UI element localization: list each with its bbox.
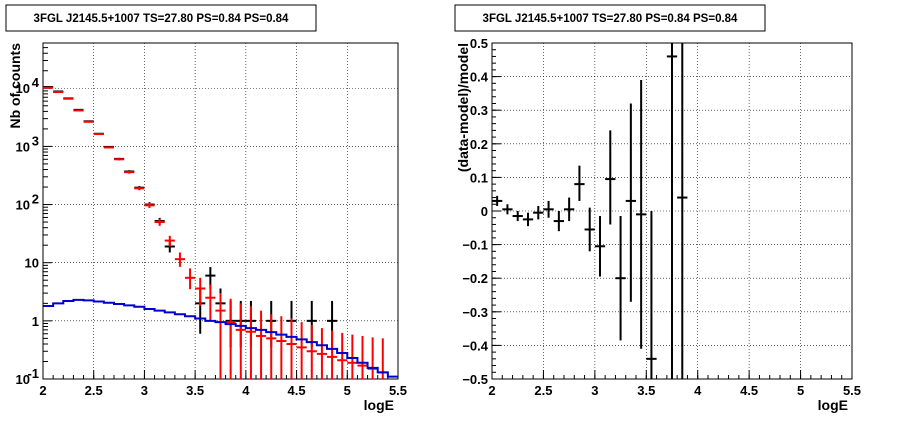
data-point: [502, 204, 513, 215]
x-tick-label: 3: [591, 383, 598, 398]
y-axis-label: (data-model)/model: [455, 43, 471, 172]
y-tick-label: 0.4: [470, 70, 489, 85]
chart-title-box: [454, 4, 766, 32]
data-point: [114, 158, 125, 161]
data-point: [134, 186, 145, 191]
data-point: [43, 86, 54, 89]
data-point: [256, 310, 267, 379]
data-point: [154, 218, 165, 226]
data-point: [174, 252, 185, 267]
data-point: [574, 165, 585, 201]
x-tick-label: 3.5: [637, 383, 655, 398]
data-point: [164, 235, 175, 247]
y-tick-label: 0.1: [470, 170, 488, 185]
data-point: [296, 322, 307, 379]
data-point: [144, 202, 155, 209]
x-tick-label: 2.5: [534, 383, 552, 398]
x-tick-label: 4: [242, 383, 250, 398]
y-tick-label: −0.1: [462, 238, 488, 253]
data-point: [543, 200, 554, 218]
data-point: [636, 79, 647, 349]
y-tick-label: 0: [481, 204, 488, 219]
data-point: [533, 205, 544, 220]
data-point: [522, 212, 534, 227]
data-point: [666, 43, 678, 379]
data-point: [625, 103, 636, 302]
data-point: [492, 195, 503, 206]
data-point: [93, 133, 104, 136]
data-point: [646, 211, 657, 379]
x-tick-label: 4: [694, 383, 702, 398]
y-axis-label: Nb of counts: [7, 43, 23, 129]
y-tick-label: −0.4: [462, 338, 488, 353]
data-point: [276, 316, 287, 379]
data-point: [594, 216, 606, 277]
data-point: [337, 332, 348, 379]
x-tick-label: 2.5: [85, 383, 103, 398]
x-tick-label: 4.5: [740, 383, 758, 398]
data-point: [605, 130, 616, 225]
x-tick-label: 2: [39, 383, 46, 398]
data-point: [83, 120, 94, 123]
y-tick-label: 0.3: [470, 103, 488, 118]
data-point: [306, 324, 317, 379]
data-point: [286, 318, 297, 379]
data-point: [327, 330, 338, 379]
data-point: [185, 268, 196, 290]
y-tick-label: 10: [16, 198, 30, 213]
y-tick-label: −0.3: [462, 305, 488, 320]
y-tick-label: 10: [16, 372, 30, 387]
x-tick-label: 2: [488, 383, 495, 398]
data-point: [103, 146, 114, 149]
y-tick-exponent: 4: [32, 75, 40, 90]
data-point: [357, 335, 368, 379]
data-point: [63, 97, 74, 100]
y-tick-label: 0.5: [470, 36, 488, 51]
y-tick-label: 10: [25, 256, 39, 271]
x-axis-label: logE: [818, 397, 848, 413]
data-point: [235, 303, 246, 379]
y-tick-label: −0.2: [462, 271, 488, 286]
data-point: [225, 298, 236, 379]
y-tick-exponent: 2: [32, 192, 39, 207]
data-point: [53, 91, 64, 94]
data-point: [124, 170, 135, 174]
data-point: [347, 334, 358, 379]
data-point: [584, 207, 595, 252]
chart-panel-1: 3FGL J2145.5+1007 TS=27.80 PS=0.84 PS=0.…: [5, 4, 407, 413]
data-point: [205, 284, 216, 321]
x-tick-label: 5: [344, 383, 351, 398]
y-tick-exponent: -1: [27, 366, 39, 381]
data-point: [512, 211, 523, 222]
y-tick-exponent: 3: [32, 133, 39, 148]
data-point: [73, 109, 84, 112]
data-point: [245, 306, 256, 379]
data-point: [215, 293, 226, 379]
x-tick-label: 5.5: [843, 383, 861, 398]
chart-title: 3FGL J2145.5+1007 TS=27.80 PS=0.84 PS=0.…: [483, 13, 739, 25]
model-step-line: [43, 298, 398, 378]
x-tick-label: 3.5: [186, 383, 204, 398]
data-point: [564, 197, 575, 222]
data-point: [615, 216, 626, 341]
data-point: [677, 43, 688, 379]
y-tick-label: 0.2: [470, 137, 488, 152]
data-point: [195, 277, 206, 307]
y-tick-label: 1: [32, 314, 39, 329]
data-point: [316, 328, 327, 379]
x-axis-label: logE: [364, 397, 394, 413]
y-tick-label: 10: [16, 139, 30, 154]
chart-panel-2: 3FGL J2145.5+1007 TS=27.80 PS=0.84 PS=0.…: [454, 4, 861, 413]
x-tick-label: 4.5: [288, 383, 306, 398]
data-point: [553, 211, 564, 232]
x-tick-label: 3: [141, 383, 148, 398]
y-tick-label: −0.5: [462, 372, 488, 387]
y-tick-label: 10: [16, 81, 30, 96]
x-tick-label: 5.5: [389, 383, 407, 398]
data-point: [266, 314, 277, 379]
x-tick-label: 5: [797, 383, 804, 398]
chart-title: 3FGL J2145.5+1007 TS=27.80 PS=0.84 PS=0.…: [34, 13, 290, 25]
chart-title-box: [5, 4, 317, 32]
